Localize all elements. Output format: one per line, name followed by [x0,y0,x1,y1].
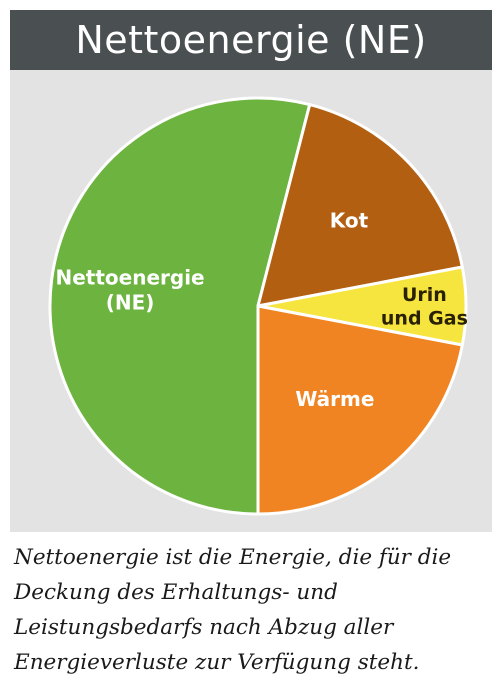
pie-label-3: Wärme [295,387,374,411]
chart-title: Nettoenergie (NE) [10,10,492,70]
pie-label-1: Kot [330,209,369,233]
pie-slice-3 [256,304,464,516]
pie-label-0: Nettoenergie (NE) [55,265,204,314]
chart-panel: Nettoenergie (NE) Kot Urin und Gas Wärme [10,70,492,532]
caption: Nettoenergie ist die Energie, die für di… [14,545,452,675]
pie-chart: Nettoenergie (NE) Kot Urin und Gas Wärme [48,96,468,516]
pie-slice-1 [256,103,464,308]
pie-slice-0 [48,96,312,516]
pie-label-2: Urin und Gas [381,284,468,330]
